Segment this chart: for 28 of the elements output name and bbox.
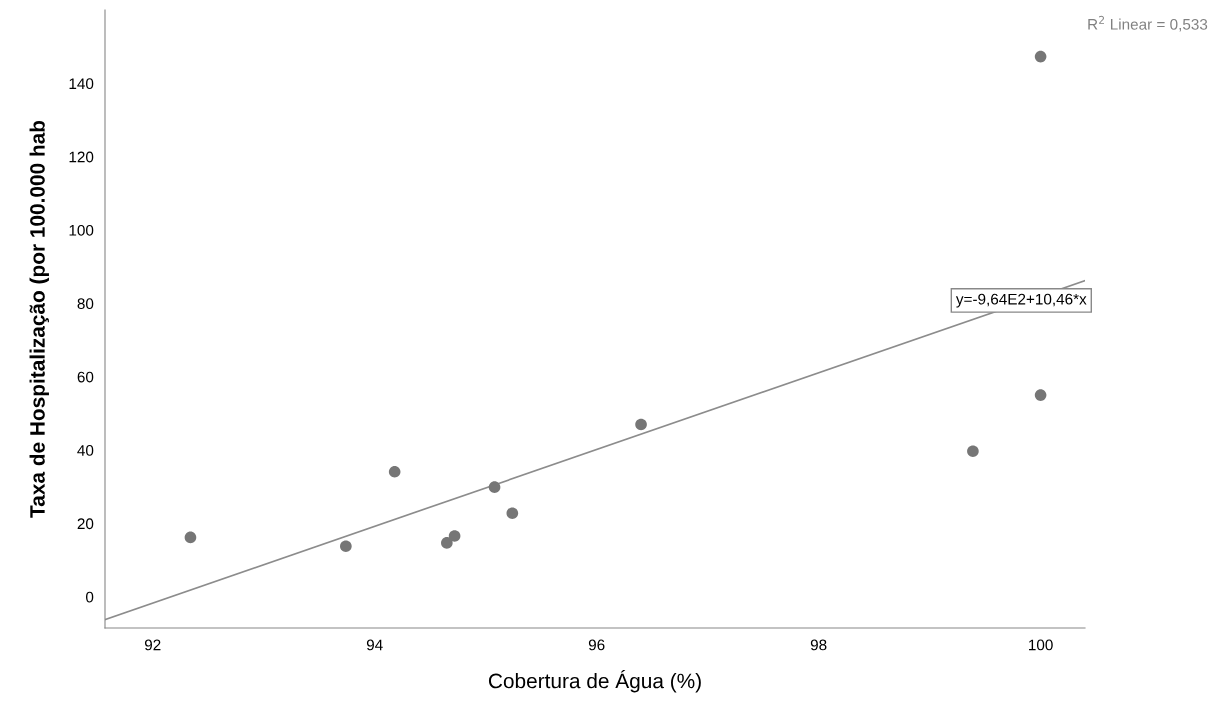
point xyxy=(441,537,453,549)
point xyxy=(184,531,197,544)
point xyxy=(448,530,461,542)
point xyxy=(635,418,647,431)
y-tick-label: 0 xyxy=(85,591,94,603)
y-tick-label: 40 xyxy=(77,444,94,456)
x-tick-label: 94 xyxy=(366,639,383,651)
point xyxy=(388,465,401,478)
y-tick-label: 60 xyxy=(77,371,94,383)
x-axis-title: Cobertura de Água (%) xyxy=(488,670,701,693)
y-tick-label: 20 xyxy=(77,518,94,530)
annotation: y=-9,64E2+10,46*x xyxy=(955,293,1087,308)
y-tick-label: 140 xyxy=(69,78,94,90)
point xyxy=(340,540,352,553)
x-tick-label: 100 xyxy=(1029,639,1053,651)
text: R$^{2}$ Linear = 0,533 xyxy=(1088,15,1208,32)
point xyxy=(1034,50,1047,63)
x-tick-label: 98 xyxy=(810,639,827,651)
x-tick-label: 92 xyxy=(144,639,161,651)
x-tick-label: 96 xyxy=(588,639,605,651)
y-axis-title: Taxa de Hospitalização (por 100.000 hab xyxy=(29,120,49,518)
point xyxy=(488,481,501,493)
point xyxy=(967,445,979,458)
point xyxy=(1034,389,1047,401)
y-tick-label: 80 xyxy=(77,298,94,310)
y-tick-label: 100 xyxy=(69,224,94,236)
y-tick-label: 120 xyxy=(69,151,94,163)
point xyxy=(506,507,519,520)
